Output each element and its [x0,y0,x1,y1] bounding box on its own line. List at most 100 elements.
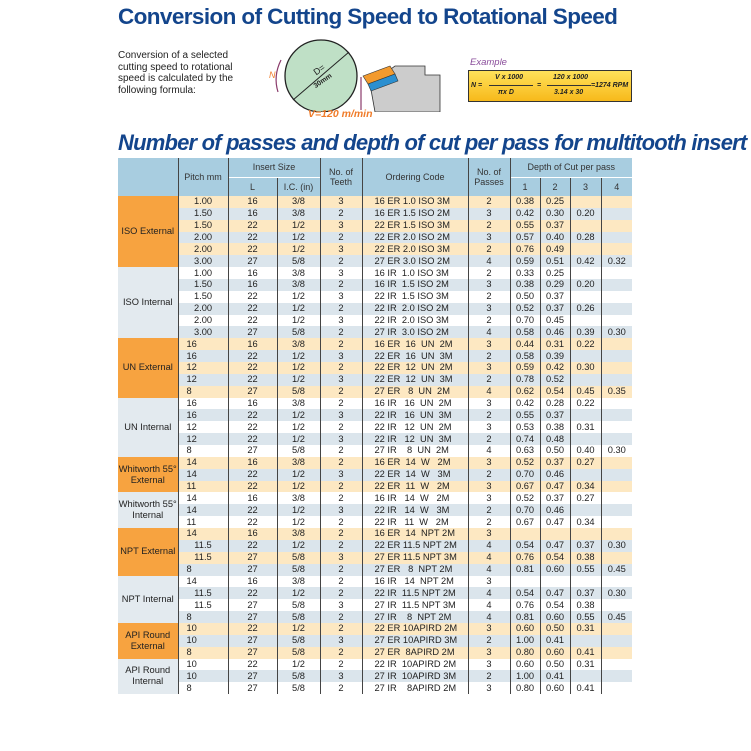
cell-depth-3: 0.55 [569,611,601,623]
table-row: 12 22 1/2 2 22 ER 12 UN 2M 3 0.59 0.42 0.30 [118,362,632,374]
cell-depth-3: 0.39 [569,326,601,339]
rotation-arrow-icon [275,59,282,93]
cell-length: 22 [227,539,277,552]
cell-depth-3 [569,468,601,481]
table-row: NPT External 14 16 3/8 2 16 ER 14 NPT 2M 3 [118,528,632,576]
cell-depth-4 [600,646,632,659]
cell-depth-3 [569,528,601,540]
formula-num2: 120 x 1000 [553,74,589,81]
cell-depth-1: 0.44 [509,338,540,351]
cell-passes: 4 [467,551,510,564]
cell-depth-4 [600,658,632,671]
cell-passes: 4 [467,255,510,268]
cell-depth-1: 0.76 [509,599,540,612]
cell-pitch: 8 [177,611,228,623]
cell-pitch: 11 [177,516,228,529]
cell-passes: 2 [467,373,510,386]
cell-ordering-code: 22 ER 12 UN 2M [361,362,468,374]
table-row: 3.00 27 5/8 2 27 ER 3.0 ISO 2M 4 0.59 0.51 0.42 0… [118,255,632,268]
cell-depth-3: 0.31 [569,658,601,671]
group-label: UN External [118,338,178,398]
cell-depth-4 [600,504,632,517]
cell-ordering-code: 22 ER 2.0 ISO 3M [361,243,468,256]
cell-depth-1: 0.33 [509,267,540,280]
cell-ordering-code: 27 IR 10APIRD 3M [361,670,468,683]
group-label: API Round Internal [118,658,178,695]
cell-ic: 1/2 [276,373,320,386]
cell-pitch: 14 [177,468,228,481]
cell-pitch: 16 [177,350,228,363]
cell-depth-2: 0.49 [539,243,570,256]
cell-depth-4 [600,207,632,220]
table-row: 1.50 16 3/8 2 16 IR 1.5 ISO 2M 3 0.38 0.29 0.20 [118,279,632,291]
table-row: 14 22 1/2 3 22 ER 14 W 3M 2 0.70 0.46 [118,468,632,481]
cell-depth-2: 0.54 [539,551,570,564]
cell-ordering-code: 22 IR 2.0 ISO 3M [361,314,468,327]
formula-eq: = [537,82,542,89]
cell-depth-2: 0.60 [539,611,570,623]
cell-depth-1: 0.59 [509,255,540,268]
cell-ordering-code: 22 ER 11.5 NPT 2M [361,539,468,552]
cell-passes: 4 [467,326,510,339]
cell-depth-3: 0.34 [569,516,601,529]
cell-depth-3 [569,634,601,647]
cell-length: 16 [227,279,277,291]
cell-depth-2 [539,528,570,540]
table-row: ISO External 1.00 16 3/8 3 16 ER 1.0 ISO 3M 2 0… [118,196,632,268]
header-depth-4: 4 [600,176,632,196]
cell-passes: 2 [467,350,510,363]
cell-teeth: 2 [319,279,362,291]
cell-ic: 5/8 [276,445,320,457]
cell-depth-3: 0.20 [569,207,601,220]
cell-length: 27 [227,646,277,659]
cell-passes: 3 [467,492,510,505]
formula-result: =1274 RPM [591,82,629,89]
cell-pitch: 8 [177,385,228,398]
cell-ic: 3/8 [276,575,320,588]
cell-depth-2: 0.38 [539,421,570,434]
cell-pitch: 14 [177,504,228,517]
cell-length: 22 [227,219,277,232]
cell-passes: 3 [467,397,510,410]
cell-depth-1: 0.63 [509,445,540,457]
cell-teeth: 2 [319,385,362,398]
cell-depth-4 [600,456,632,469]
table-row: 1.50 22 1/2 3 22 ER 1.5 ISO 3M 2 0.55 0.37 [118,219,632,232]
cell-depth-2: 0.47 [539,516,570,529]
cell-length: 22 [227,587,277,600]
cell-teeth: 2 [319,338,362,351]
cell-depth-4 [600,409,632,422]
cell-depth-2: 0.47 [539,587,570,600]
cell-ordering-code: 22 IR 12 UN 3M [361,433,468,446]
cell-length: 22 [227,658,277,671]
cell-pitch: 1.50 [177,219,228,232]
cell-ordering-code: 22 IR 14 W 3M [361,504,468,517]
cell-depth-3 [569,267,601,280]
cell-teeth: 3 [319,373,362,386]
table-row: 2.00 22 1/2 3 22 ER 2.0 ISO 3M 2 0.76 0.49 [118,243,632,256]
cell-teeth: 3 [319,670,362,683]
cell-depth-1: 0.52 [509,302,540,315]
cell-length: 27 [227,255,277,268]
cell-passes: 3 [467,658,510,671]
cell-depth-3: 0.26 [569,302,601,315]
cell-pitch: 8 [177,646,228,659]
cell-depth-1: 1.00 [509,670,540,683]
cell-ic: 5/8 [276,326,320,339]
header-pitch: Pitch mm [177,158,228,196]
cell-length: 22 [227,421,277,434]
cell-depth-3 [569,670,601,683]
cell-passes: 2 [467,634,510,647]
cell-depth-2: 0.60 [539,682,570,695]
cell-depth-1: 0.42 [509,397,540,410]
cell-depth-4 [600,516,632,529]
cell-length: 27 [227,445,277,457]
cell-depth-3 [569,433,601,446]
cell-depth-1: 0.59 [509,362,540,374]
cell-depth-3: 0.28 [569,231,601,244]
cell-pitch: 10 [177,658,228,671]
cell-depth-2: 0.60 [539,563,570,576]
cell-pitch: 10 [177,634,228,647]
page-title: Conversion of Cutting Speed to Rotationa… [118,4,618,29]
cell-pitch: 1.50 [177,290,228,303]
